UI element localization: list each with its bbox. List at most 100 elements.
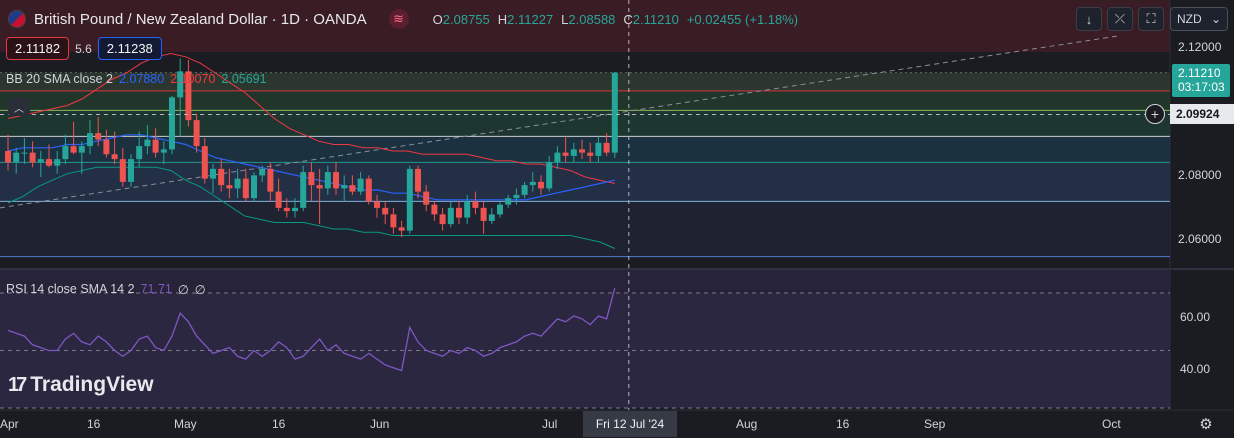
candle-body [62, 146, 69, 160]
candle-body [308, 172, 315, 186]
rsi-line [7, 287, 616, 372]
current-price-tag: 2.11210 03:17:03 [1172, 64, 1230, 97]
candle-body [521, 185, 528, 195]
time-axis-label: Apr [0, 417, 19, 431]
candle-body [324, 172, 331, 189]
bb-legend[interactable]: BB 20 SMA close 2 2.07880 2.10070 2.0569… [6, 72, 267, 86]
top-red-zone [0, 0, 1170, 52]
candle-body [46, 159, 52, 166]
candle-body [193, 120, 200, 147]
add-alert-plus-icon[interactable]: + [1145, 104, 1165, 124]
candle-body [464, 201, 471, 218]
bb-lower-value: 2.05691 [221, 72, 267, 86]
candle-body [13, 152, 20, 163]
candle-body [259, 168, 266, 176]
price-zone [0, 162, 1170, 202]
down-arrow-icon[interactable]: ↓ [1076, 7, 1102, 31]
buy-button[interactable]: 2.11238 [97, 37, 162, 60]
ohlc-open: O2.08755 [432, 11, 490, 27]
candle-body [234, 178, 241, 189]
time-axis-label: 16 [272, 417, 286, 431]
price-zone [0, 72, 1170, 91]
candle-body [423, 191, 430, 205]
tradingview-logo[interactable]: 17 TradingView [8, 373, 154, 397]
candle-body [546, 162, 553, 189]
candle-body [210, 168, 216, 179]
candle-body [357, 178, 364, 192]
candle-body [538, 181, 544, 189]
candle-body [87, 133, 93, 147]
candle-body [374, 201, 380, 208]
tradingview-logo-icon: 17 [8, 373, 27, 396]
candle-body [611, 72, 618, 153]
gear-icon[interactable]: ⚙ [1199, 416, 1213, 433]
ohlc-high: H2.11227 [497, 11, 554, 27]
candle-body [300, 172, 307, 208]
symbol-markets-icon[interactable]: ≋ [388, 9, 409, 29]
candle-body [21, 152, 28, 154]
candlesticks [5, 58, 618, 238]
rsi-pane [0, 287, 1170, 409]
candle-body [78, 146, 85, 153]
currency-value: NZD [1177, 12, 1202, 26]
rsi-legend[interactable]: RSI 14 close SMA 14 2 71.71 ∅ ∅ [6, 282, 206, 297]
collapse-legend-icon[interactable]: ︿ [8, 98, 30, 116]
candle-body [439, 214, 446, 225]
candle-body [316, 185, 323, 189]
crosshair-overlay [0, 0, 1170, 410]
time-axis-label: 16 [836, 417, 850, 431]
currency-select[interactable]: NZD ⌄ [1170, 7, 1228, 31]
time-axis-label: Aug [736, 417, 758, 431]
candle-body [365, 178, 372, 202]
time-axis-label: Jun [370, 417, 390, 431]
candle-body [570, 149, 577, 156]
candle-body [292, 207, 298, 212]
candle-body [267, 168, 274, 192]
candle-body [472, 201, 479, 208]
candle-body [275, 191, 282, 208]
candle-body [103, 139, 110, 155]
candle-body [283, 207, 290, 212]
candle-body [169, 97, 175, 150]
sell-button[interactable]: 2.11182 [6, 37, 70, 60]
candle-body [160, 149, 167, 153]
current-price: 2.11210 [1178, 66, 1221, 80]
symbol-legend[interactable]: British Pound / New Zealand Dollar · 1D … [8, 9, 798, 29]
time-axis-label: 16 [87, 417, 101, 431]
price-zone [0, 90, 1170, 111]
screenshot-icon[interactable]: ⛶ [1138, 7, 1164, 31]
ohlc-low: L2.08588 [561, 11, 616, 27]
candle-body [382, 207, 389, 215]
fullscreen-icon[interactable]: ⤫ [1107, 7, 1133, 31]
candle-body [488, 214, 495, 221]
ohlc-close: C2.11210 [623, 11, 679, 27]
candle-body [587, 152, 594, 156]
candle-body [513, 194, 520, 199]
price-axis-label: 2.12000 [1178, 40, 1222, 54]
candle-body [119, 159, 126, 182]
candle-body [54, 159, 61, 166]
currency-flag-icon [8, 10, 26, 28]
rsi-extra-2: ∅ [194, 283, 206, 297]
candle-body [29, 152, 36, 163]
candle-body [529, 181, 536, 186]
candle-body [431, 204, 438, 215]
candle-body [415, 168, 421, 192]
candle-body [218, 168, 225, 186]
time-axis-label: Oct [1102, 417, 1121, 431]
trade-buttons: 2.11182 5.6 2.11238 [6, 37, 162, 60]
spread-value: 5.6 [75, 41, 92, 56]
bb-lower-line [7, 166, 616, 249]
bb-basis-value: 2.07880 [119, 72, 165, 86]
candle-body [251, 175, 257, 199]
bb-upper-line [7, 52, 615, 184]
bb-upper-value: 2.10070 [170, 72, 216, 86]
candle-body [480, 207, 487, 221]
time-axis-label: Jul [542, 417, 558, 431]
candle-body [579, 149, 585, 153]
candle-body [595, 142, 602, 156]
candle-body [5, 151, 11, 163]
candle-body [497, 204, 503, 215]
candle-body [398, 227, 405, 231]
